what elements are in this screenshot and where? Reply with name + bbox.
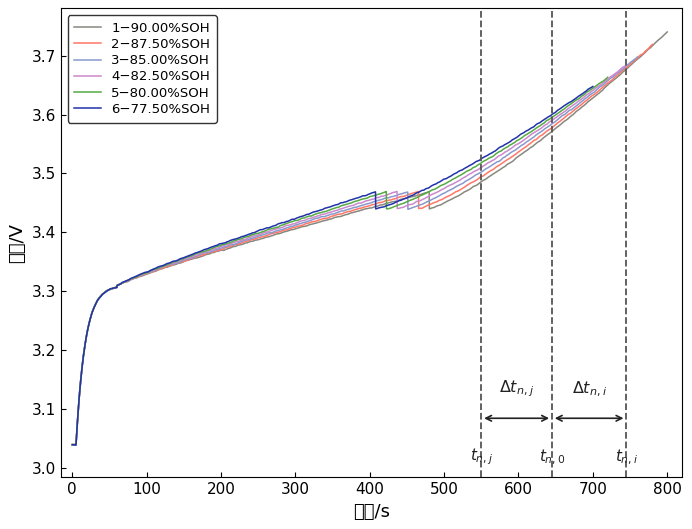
1−90.00%SOH	[136, 273, 144, 280]
4−82.50%SOH	[68, 442, 76, 448]
2−87.50%SOH	[291, 224, 299, 231]
4−82.50%SOH	[281, 223, 289, 229]
1−90.00%SOH	[172, 261, 180, 268]
3−85.00%SOH	[309, 216, 318, 223]
1−90.00%SOH	[296, 224, 304, 230]
6−77.50%SOH	[72, 442, 80, 448]
Text: $\Delta t_{n,i}$: $\Delta t_{n,i}$	[572, 379, 607, 399]
4−82.50%SOH	[165, 261, 173, 268]
2−87.50%SOH	[72, 442, 80, 448]
Line: 6−77.50%SOH: 6−77.50%SOH	[72, 86, 593, 445]
Text: $\Delta t_{n,j}$: $\Delta t_{n,j}$	[499, 378, 534, 399]
Legend: 1−90.00%SOH, 2−87.50%SOH, 3−85.00%SOH, 4−82.50%SOH, 5−80.00%SOH, 6−77.50%SOH: 1−90.00%SOH, 2−87.50%SOH, 3−85.00%SOH, 4…	[68, 15, 217, 123]
4−82.50%SOH	[304, 215, 313, 222]
2−87.50%SOH	[169, 261, 177, 268]
2−87.50%SOH	[648, 41, 657, 48]
Line: 1−90.00%SOH: 1−90.00%SOH	[72, 32, 667, 445]
5−80.00%SOH	[129, 275, 138, 281]
6−77.50%SOH	[589, 83, 597, 89]
Text: $t_{n,j}$: $t_{n,j}$	[470, 446, 493, 467]
6−77.50%SOH	[579, 90, 587, 97]
Line: 5−80.00%SOH: 5−80.00%SOH	[72, 77, 608, 445]
2−87.50%SOH	[574, 103, 583, 110]
2−87.50%SOH	[134, 273, 143, 280]
2−87.50%SOH	[316, 216, 324, 223]
Line: 2−87.50%SOH: 2−87.50%SOH	[72, 44, 653, 445]
1−90.00%SOH	[663, 29, 671, 35]
X-axis label: 时间/s: 时间/s	[353, 503, 390, 521]
3−85.00%SOH	[285, 224, 293, 230]
3−85.00%SOH	[633, 54, 641, 60]
6−77.50%SOH	[268, 223, 276, 230]
3−85.00%SOH	[166, 261, 174, 268]
3−85.00%SOH	[561, 111, 570, 117]
3−85.00%SOH	[72, 442, 80, 448]
4−82.50%SOH	[131, 274, 140, 280]
1−90.00%SOH	[588, 96, 596, 102]
3−85.00%SOH	[68, 442, 76, 448]
6−77.50%SOH	[291, 216, 299, 222]
5−80.00%SOH	[593, 82, 601, 88]
4−82.50%SOH	[622, 62, 630, 68]
6−77.50%SOH	[68, 441, 76, 448]
6−77.50%SOH	[158, 262, 167, 269]
6−77.50%SOH	[127, 275, 136, 281]
1−90.00%SOH	[68, 442, 76, 448]
4−82.50%SOH	[70, 442, 78, 448]
4−82.50%SOH	[552, 115, 560, 121]
6−77.50%SOH	[522, 127, 531, 134]
Line: 3−85.00%SOH: 3−85.00%SOH	[72, 57, 637, 445]
3−85.00%SOH	[133, 273, 141, 280]
1−90.00%SOH	[651, 40, 659, 46]
5−80.00%SOH	[273, 224, 282, 231]
2−87.50%SOH	[68, 441, 76, 448]
Line: 4−82.50%SOH: 4−82.50%SOH	[72, 65, 626, 445]
5−80.00%SOH	[536, 123, 544, 129]
3−85.00%SOH	[622, 62, 630, 69]
Y-axis label: 电压/V: 电压/V	[8, 223, 26, 263]
5−80.00%SOH	[603, 74, 612, 80]
5−80.00%SOH	[297, 216, 305, 222]
Text: $t_{n,0}$: $t_{n,0}$	[539, 448, 565, 467]
2−87.50%SOH	[637, 51, 645, 58]
1−90.00%SOH	[322, 217, 330, 223]
5−80.00%SOH	[161, 262, 170, 269]
Text: $t_{n,i}$: $t_{n,i}$	[614, 448, 638, 467]
5−80.00%SOH	[68, 442, 76, 448]
4−82.50%SOH	[612, 70, 620, 77]
